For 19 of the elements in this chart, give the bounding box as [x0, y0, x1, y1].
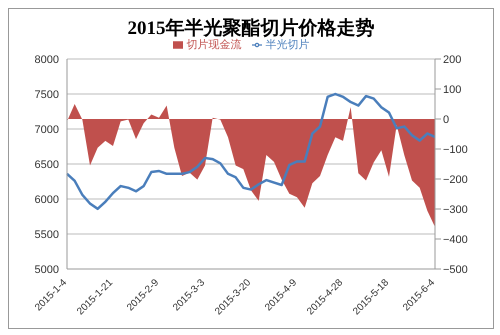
y-tick-label: 5000 — [34, 264, 59, 276]
y2-tick-label: −100 — [443, 144, 468, 156]
y2-tick-label: −300 — [443, 204, 468, 216]
y-tick-label: 6000 — [34, 194, 59, 206]
y2-tick-label: 200 — [443, 54, 462, 66]
y2-tick-label: −200 — [443, 174, 468, 186]
legend-label: 切片现金流 — [186, 39, 242, 51]
legend-label: 半光切片 — [266, 39, 310, 51]
y2-tick-label: 100 — [443, 84, 462, 96]
y-tick-label: 7500 — [34, 88, 59, 101]
y-tick-label: 5500 — [34, 228, 59, 241]
line-series — [66, 92, 436, 210]
chart-title: 2015年半光聚酯切片价格走势 — [126, 16, 376, 39]
y2-tick-label: −400 — [443, 234, 468, 246]
y2-tick-label: −500 — [443, 264, 468, 276]
y2-tick-label: 0 — [443, 114, 450, 126]
y-tick-label: 7000 — [34, 124, 59, 136]
y-tick-label: 8000 — [34, 54, 59, 66]
y-tick-label: 6500 — [34, 158, 59, 171]
